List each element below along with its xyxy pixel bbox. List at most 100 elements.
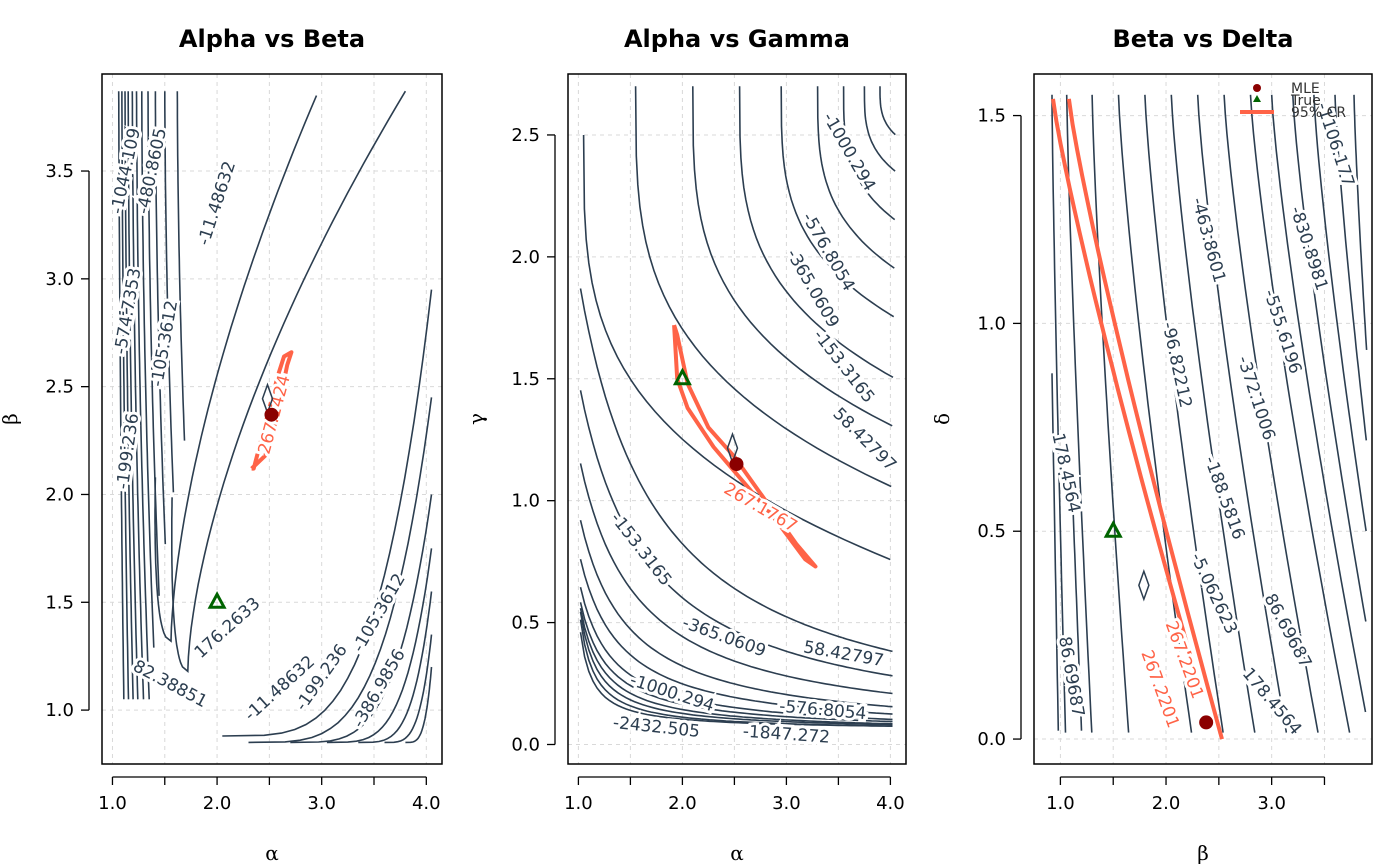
true-point <box>672 367 692 386</box>
panel-title: Alpha vs Beta <box>179 25 365 53</box>
contour-label: 86.69687 <box>1260 590 1316 671</box>
y-tick-label: 1.5 <box>45 592 74 613</box>
contour-lines <box>117 90 433 744</box>
contour-line <box>579 390 893 677</box>
y-axis-label: γ <box>464 413 488 425</box>
y-tick-label: 2.0 <box>45 484 74 505</box>
true-point <box>1103 520 1123 538</box>
x-tick-label: 4.0 <box>876 793 905 814</box>
contour-line <box>816 86 895 269</box>
y-tick-label: 3.0 <box>45 269 74 290</box>
mle-point <box>729 457 744 472</box>
confidence-region-label: 267.1767 <box>720 479 800 537</box>
plot-frame <box>101 73 443 765</box>
contour-line <box>222 289 433 737</box>
contour-line <box>121 91 130 700</box>
contour-line <box>579 520 893 708</box>
contour-label: -365.0609 <box>680 613 769 662</box>
contour-line <box>248 397 433 744</box>
contour-line <box>692 86 893 427</box>
panel-3: -1106.177-830.8981-463.8601-555.6196-372… <box>930 25 1373 865</box>
x-tick-label: 3.0 <box>307 793 336 814</box>
contour-line <box>117 91 125 700</box>
plot-frame <box>1033 73 1373 765</box>
contour-line <box>1223 94 1319 733</box>
x-tick-label: 3.0 <box>1257 793 1286 814</box>
x-axis-label: β <box>1197 841 1209 865</box>
panel-1: -1044.109-480.8605 -11.48632-574.7353 -105… <box>0 25 443 865</box>
contour-line <box>579 587 893 721</box>
contour-line <box>879 86 896 136</box>
contour-line <box>141 91 155 648</box>
y-tick-label: 2.5 <box>511 125 540 146</box>
contour-label: -105.3612 <box>147 299 182 388</box>
contour-line <box>1065 94 1093 733</box>
contour-line <box>131 91 145 700</box>
contour-line <box>326 548 433 744</box>
contour-line <box>358 591 433 744</box>
contour-label: 176.2633 <box>191 594 265 663</box>
contour-line <box>1292 94 1367 622</box>
contour-lines <box>579 86 896 727</box>
contour-line <box>1353 94 1368 350</box>
contour-line <box>124 91 134 700</box>
contour-line <box>1249 94 1351 733</box>
contour-line <box>1051 373 1060 731</box>
contour-label: -463.8601 <box>1187 196 1229 285</box>
contour-line <box>154 91 167 545</box>
legend-label: True <box>1290 93 1321 109</box>
panel-title: Beta vs Delta <box>1113 25 1294 53</box>
x-tick-label: 1.0 <box>1046 793 1075 814</box>
y-tick-label: 0.5 <box>511 613 540 634</box>
contour-line <box>147 91 160 596</box>
x-tick-label: 2.0 <box>203 793 232 814</box>
y-tick-label: 0.0 <box>977 729 1006 750</box>
contour-line <box>1072 510 1083 731</box>
contour-label: -153.3165 <box>809 326 878 407</box>
y-tick-label: 0.5 <box>977 521 1006 542</box>
contour-label: -153.3165 <box>606 509 675 590</box>
true-point <box>207 591 227 609</box>
y-axis-label: δ <box>930 413 954 425</box>
plot-frame <box>567 73 907 765</box>
contour-label: 58.42797 <box>829 404 901 476</box>
contour-label: -188.5816 <box>1200 454 1249 543</box>
contour-line <box>780 86 895 318</box>
contour-line <box>405 666 433 744</box>
contour-line <box>1334 94 1368 441</box>
y-tick-label: 1.5 <box>977 106 1006 127</box>
contour-line <box>579 288 893 653</box>
contour-line <box>579 608 893 725</box>
contour-label: -574.7353 <box>111 266 146 355</box>
contour-line <box>176 91 186 441</box>
y-tick-label: 2.5 <box>45 377 74 398</box>
contour-line <box>1270 94 1367 713</box>
contour-line <box>579 602 893 723</box>
x-tick-label: 2.0 <box>668 793 697 814</box>
y-tick-label: 1.5 <box>511 369 540 390</box>
contour-label: -11.48632 <box>194 159 240 248</box>
contour-line <box>579 632 893 727</box>
contour-label: -555.6196 <box>1259 287 1305 376</box>
panel-2: -1000.294-576.8054-365.0609-153.316558.4… <box>464 25 907 865</box>
contour-line <box>154 95 318 643</box>
legend-label: 95% CR <box>1291 105 1346 121</box>
contour-label: 82.38851 <box>129 656 210 712</box>
confidence-region-line <box>1066 98 1224 740</box>
x-tick-label: 2.0 <box>1152 793 1181 814</box>
contour-line <box>1051 94 1067 733</box>
contour-label: 86.69687 <box>1054 635 1088 718</box>
contour-line <box>1196 94 1288 733</box>
y-axis-label: β <box>0 413 22 425</box>
contour-label: -199.236 <box>113 412 143 490</box>
contour-line <box>1313 94 1367 532</box>
contour-line <box>582 134 891 561</box>
contour-line <box>1170 94 1256 733</box>
contour-line <box>384 634 433 744</box>
x-axis-label: α <box>265 841 279 865</box>
y-tick-label: 1.0 <box>45 700 74 721</box>
contour-line <box>171 90 407 673</box>
mle-point <box>264 407 279 422</box>
contour-label: -1000.294 <box>818 109 879 195</box>
